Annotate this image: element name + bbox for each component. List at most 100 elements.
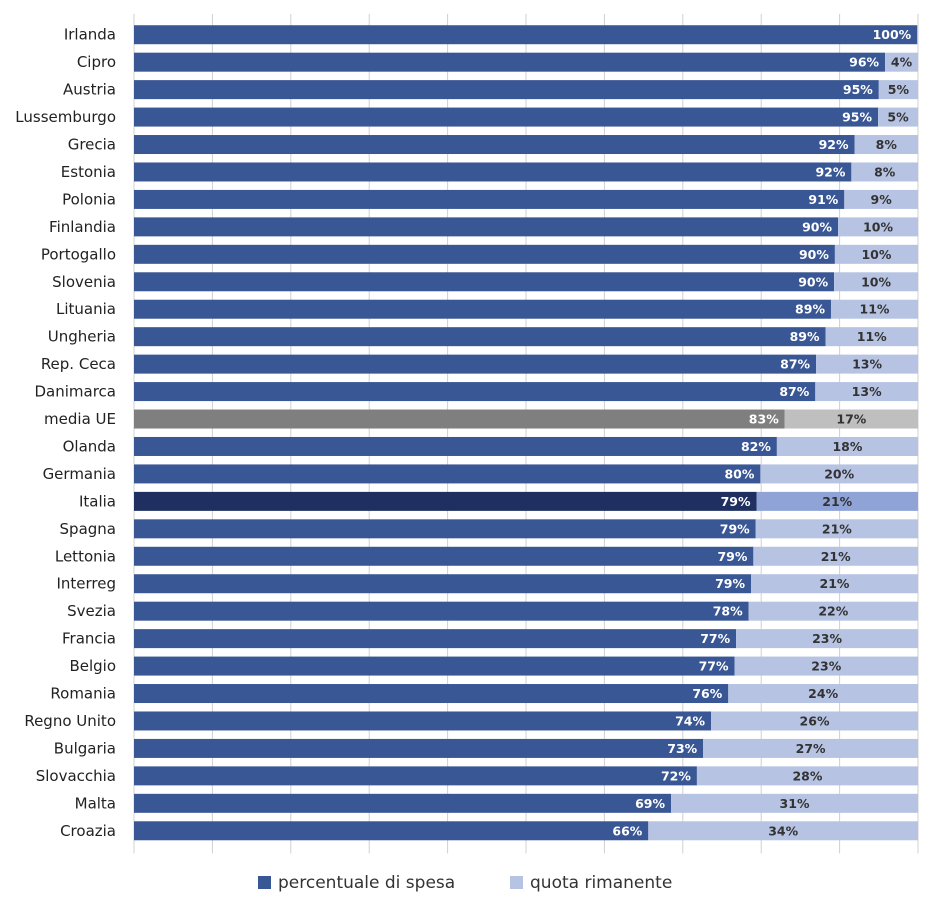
value-label-spesa-ungheria: 89% <box>790 329 820 344</box>
value-labels: 100% 96% 4% 95% 5% 95% 5% 92% 8% 92% 8% 91% 9% 90% 10%… <box>612 27 912 838</box>
value-label-rimanente-regno-unito: 26% <box>800 713 830 728</box>
bar-rimanente-rep-ceca <box>816 354 918 374</box>
value-label-rimanente-francia: 23% <box>812 631 842 646</box>
category-label-media-ue: media UE <box>44 410 116 428</box>
value-label-rimanente-interreg: 21% <box>820 576 850 591</box>
bar-rimanente-bulgaria <box>703 738 918 758</box>
bar-rimanente-svezia <box>748 601 918 621</box>
bar-rimanente-spagna <box>755 519 918 539</box>
category-label-francia: Francia <box>62 630 116 648</box>
value-label-rimanente-austria: 5% <box>888 82 910 97</box>
legend: percentuale di spesa quota rimanente <box>258 873 672 893</box>
value-label-rimanente-slovenia: 10% <box>861 274 891 289</box>
value-label-spesa-media-ue: 83% <box>749 412 779 427</box>
category-label-germania: Germania <box>43 465 116 483</box>
value-label-rimanente-croazia: 34% <box>768 823 798 838</box>
bar-rimanente-croazia <box>648 821 918 841</box>
bar-rimanente-finlandia <box>838 217 918 237</box>
value-label-rimanente-media-ue: 17% <box>836 412 866 427</box>
category-label-italia: Italia <box>79 492 116 510</box>
bar-spesa-germania <box>134 464 761 484</box>
legend-label-rimanente: quota rimanente <box>530 873 672 893</box>
category-label-grecia: Grecia <box>68 136 116 154</box>
bar-spesa-estonia <box>134 162 852 182</box>
value-label-spesa-malta: 69% <box>635 796 665 811</box>
category-label-cipro: Cipro <box>77 53 116 71</box>
value-label-spesa-rep-ceca: 87% <box>780 357 810 372</box>
value-label-rimanente-finlandia: 10% <box>863 219 893 234</box>
bar-spesa-lituania <box>134 299 831 319</box>
bar-spesa-francia <box>134 629 737 649</box>
value-label-rimanente-belgio: 23% <box>811 659 841 674</box>
value-label-rimanente-lituania: 11% <box>860 302 890 317</box>
category-label-ungheria: Ungheria <box>48 328 116 346</box>
bar-spesa-belgio <box>134 656 735 676</box>
value-label-spesa-regno-unito: 74% <box>675 713 705 728</box>
value-label-spesa-portogallo: 90% <box>799 247 829 262</box>
value-label-rimanente-bulgaria: 27% <box>796 741 826 756</box>
value-label-rimanente-grecia: 8% <box>876 137 898 152</box>
bar-spesa-malta <box>134 793 672 813</box>
bar-spesa-irlanda <box>134 25 918 45</box>
bar-rimanente-belgio <box>734 656 918 676</box>
value-label-spesa-romania: 76% <box>692 686 722 701</box>
value-label-spesa-polonia: 91% <box>808 192 838 207</box>
bar-spesa-lettonia <box>134 546 754 566</box>
category-label-lettonia: Lettonia <box>55 547 116 565</box>
value-label-rimanente-olanda: 18% <box>832 439 862 454</box>
value-label-spesa-lettonia: 79% <box>717 549 747 564</box>
category-label-olanda: Olanda <box>63 437 116 455</box>
category-label-spagna: Spagna <box>60 520 116 538</box>
bar-spesa-bulgaria <box>134 738 704 758</box>
value-label-spesa-irlanda: 100% <box>873 27 912 42</box>
value-label-spesa-slovenia: 90% <box>798 274 828 289</box>
value-label-rimanente-ungheria: 11% <box>857 329 887 344</box>
value-label-spesa-finlandia: 90% <box>802 219 832 234</box>
bar-rimanente-media-ue <box>784 409 918 429</box>
category-label-lussemburgo: Lussemburgo <box>15 108 116 126</box>
bar-spesa-romania <box>134 684 729 704</box>
category-label-slovenia: Slovenia <box>52 273 116 291</box>
value-label-spesa-grecia: 92% <box>819 137 849 152</box>
category-labels: Irlanda Cipro Austria Lussemburgo Grecia Esto… <box>15 26 116 840</box>
category-label-interreg: Interreg <box>56 575 116 593</box>
value-label-rimanente-cipro: 4% <box>891 55 913 70</box>
value-label-rimanente-portogallo: 10% <box>861 247 891 262</box>
value-label-spesa-estonia: 92% <box>815 164 845 179</box>
bar-spesa-cipro <box>134 52 886 72</box>
bar-rimanente-austria <box>878 80 918 100</box>
bar-spesa-slovenia <box>134 272 835 292</box>
bar-rimanente-regno-unito <box>711 711 918 731</box>
category-label-danimarca: Danimarca <box>35 383 117 401</box>
category-label-romania: Romania <box>50 685 116 703</box>
category-label-slovacchia: Slovacchia <box>36 767 116 785</box>
value-label-rimanente-estonia: 8% <box>874 164 896 179</box>
bar-rimanente-ungheria <box>825 327 918 347</box>
bar-rimanente-italia <box>756 491 918 511</box>
value-label-rimanente-slovacchia: 28% <box>792 768 822 783</box>
bar-rimanente-polonia <box>844 189 918 209</box>
legend-swatch-rimanente <box>510 876 523 889</box>
bar-spesa-lussemburgo <box>134 107 879 127</box>
bar-spesa-slovacchia <box>134 766 697 786</box>
category-label-portogallo: Portogallo <box>41 245 116 263</box>
value-label-rimanente-italia: 21% <box>822 494 852 509</box>
bar-rimanente-slovacchia <box>696 766 918 786</box>
category-label-malta: Malta <box>75 794 116 812</box>
value-label-rimanente-rep-ceca: 13% <box>852 357 882 372</box>
bar-rimanente-germania <box>760 464 918 484</box>
value-label-rimanente-danimarca: 13% <box>852 384 882 399</box>
category-label-austria: Austria <box>63 81 116 99</box>
bar-rimanente-olanda <box>776 436 918 456</box>
bar-spesa-finlandia <box>134 217 839 237</box>
bar-spesa-portogallo <box>134 244 835 264</box>
value-label-spesa-interreg: 79% <box>715 576 745 591</box>
bar-rimanente-slovenia <box>834 272 918 292</box>
value-label-spesa-svezia: 78% <box>713 604 743 619</box>
value-label-spesa-danimarca: 87% <box>779 384 809 399</box>
category-label-croazia: Croazia <box>60 822 116 840</box>
value-label-spesa-bulgaria: 73% <box>667 741 697 756</box>
bar-spesa-olanda <box>134 436 777 456</box>
bar-rimanente-grecia <box>854 135 918 155</box>
